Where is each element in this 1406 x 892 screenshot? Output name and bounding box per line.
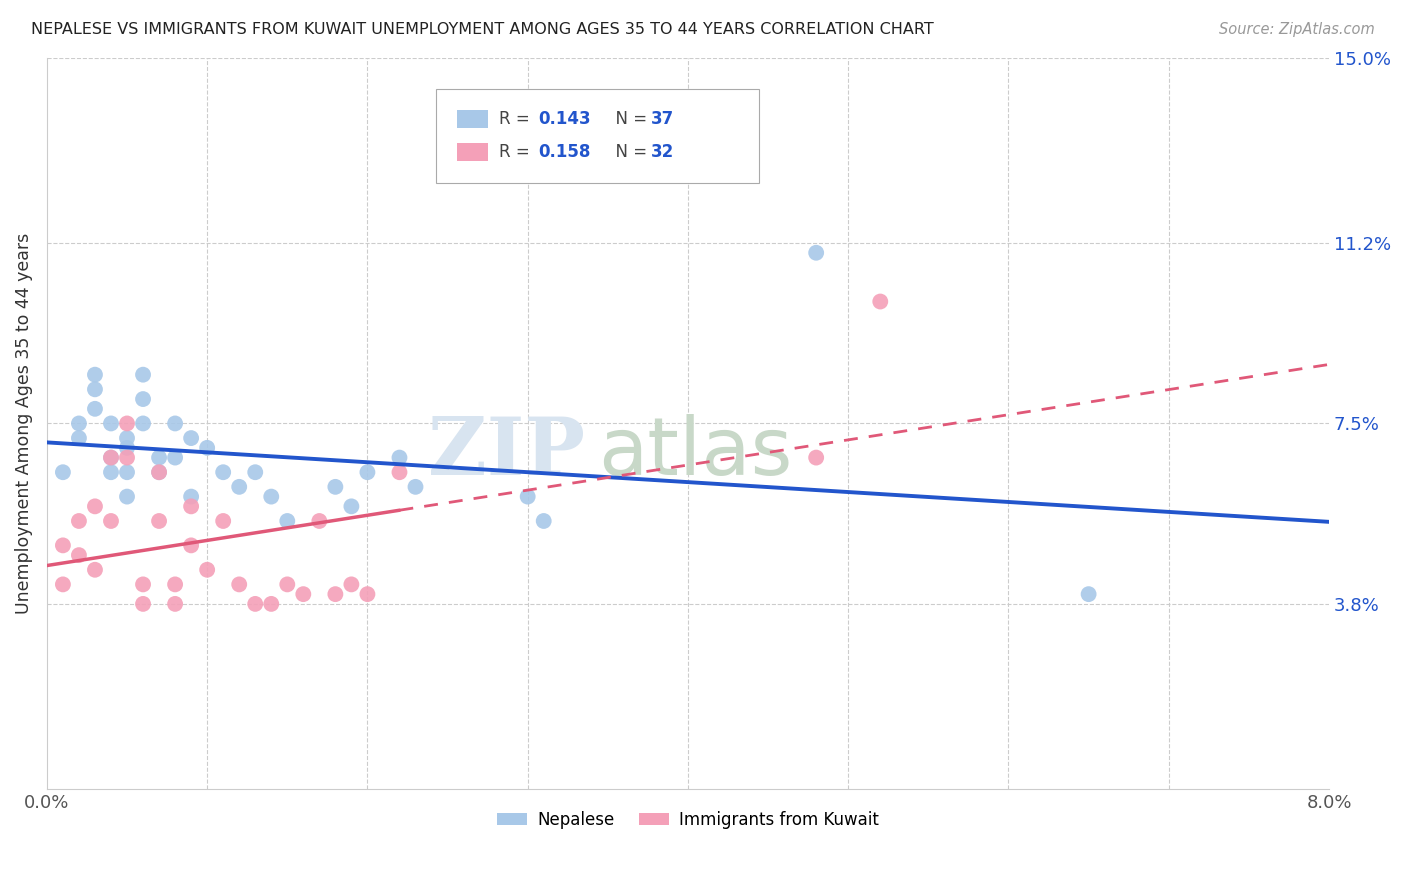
Point bbox=[132, 597, 155, 611]
Point bbox=[115, 441, 138, 455]
Point bbox=[115, 490, 138, 504]
Point bbox=[325, 480, 347, 494]
Point bbox=[228, 577, 250, 591]
Text: NEPALESE VS IMMIGRANTS FROM KUWAIT UNEMPLOYMENT AMONG AGES 35 TO 44 YEARS CORREL: NEPALESE VS IMMIGRANTS FROM KUWAIT UNEMP… bbox=[31, 22, 934, 37]
Text: R =: R = bbox=[499, 143, 536, 161]
Text: Source: ZipAtlas.com: Source: ZipAtlas.com bbox=[1219, 22, 1375, 37]
Point bbox=[260, 597, 283, 611]
Point bbox=[228, 480, 250, 494]
Point bbox=[100, 417, 122, 431]
Point bbox=[148, 450, 170, 465]
Text: N =: N = bbox=[605, 143, 652, 161]
Point bbox=[67, 548, 90, 562]
Point bbox=[132, 577, 155, 591]
Point bbox=[148, 465, 170, 479]
Point bbox=[115, 465, 138, 479]
Text: 32: 32 bbox=[651, 143, 675, 161]
Text: R =: R = bbox=[499, 110, 536, 128]
Point bbox=[148, 465, 170, 479]
Point bbox=[325, 587, 347, 601]
Text: ZIP: ZIP bbox=[429, 414, 585, 491]
Point bbox=[100, 450, 122, 465]
Point bbox=[100, 450, 122, 465]
Point bbox=[245, 597, 267, 611]
Point bbox=[84, 563, 107, 577]
Point bbox=[180, 431, 202, 445]
Point bbox=[245, 465, 267, 479]
Point bbox=[356, 465, 378, 479]
Point bbox=[100, 465, 122, 479]
Point bbox=[356, 587, 378, 601]
Point bbox=[869, 294, 891, 309]
Point bbox=[292, 587, 315, 601]
Text: atlas: atlas bbox=[598, 414, 793, 491]
Point bbox=[1077, 587, 1099, 601]
Point bbox=[115, 417, 138, 431]
Point bbox=[115, 450, 138, 465]
Point bbox=[516, 490, 538, 504]
Point bbox=[84, 401, 107, 416]
Point bbox=[804, 245, 827, 260]
Point bbox=[115, 431, 138, 445]
Point bbox=[180, 490, 202, 504]
Point bbox=[212, 465, 235, 479]
Y-axis label: Unemployment Among Ages 35 to 44 years: Unemployment Among Ages 35 to 44 years bbox=[15, 233, 32, 614]
Point bbox=[165, 417, 187, 431]
Point bbox=[132, 417, 155, 431]
Point bbox=[388, 465, 411, 479]
Point bbox=[212, 514, 235, 528]
Point bbox=[308, 514, 330, 528]
Point bbox=[84, 500, 107, 514]
Point bbox=[84, 382, 107, 396]
Point bbox=[340, 500, 363, 514]
Point bbox=[52, 577, 75, 591]
Point bbox=[165, 597, 187, 611]
Point bbox=[165, 450, 187, 465]
Point bbox=[165, 577, 187, 591]
Point bbox=[276, 514, 298, 528]
Point bbox=[100, 514, 122, 528]
Point bbox=[195, 563, 218, 577]
Text: 0.143: 0.143 bbox=[538, 110, 591, 128]
Point bbox=[260, 490, 283, 504]
Point bbox=[276, 577, 298, 591]
Point bbox=[405, 480, 427, 494]
Point bbox=[67, 431, 90, 445]
Point bbox=[388, 450, 411, 465]
Point bbox=[52, 538, 75, 552]
Point bbox=[52, 465, 75, 479]
Point bbox=[67, 417, 90, 431]
Text: 0.158: 0.158 bbox=[538, 143, 591, 161]
Legend: Nepalese, Immigrants from Kuwait: Nepalese, Immigrants from Kuwait bbox=[491, 805, 886, 836]
Point bbox=[180, 538, 202, 552]
Point bbox=[180, 500, 202, 514]
Text: N =: N = bbox=[605, 110, 652, 128]
Point bbox=[148, 514, 170, 528]
Point bbox=[132, 368, 155, 382]
Point bbox=[804, 450, 827, 465]
Point bbox=[340, 577, 363, 591]
Point bbox=[195, 441, 218, 455]
Point bbox=[84, 368, 107, 382]
Point bbox=[67, 514, 90, 528]
Text: 37: 37 bbox=[651, 110, 675, 128]
Point bbox=[132, 392, 155, 406]
Point bbox=[533, 514, 555, 528]
